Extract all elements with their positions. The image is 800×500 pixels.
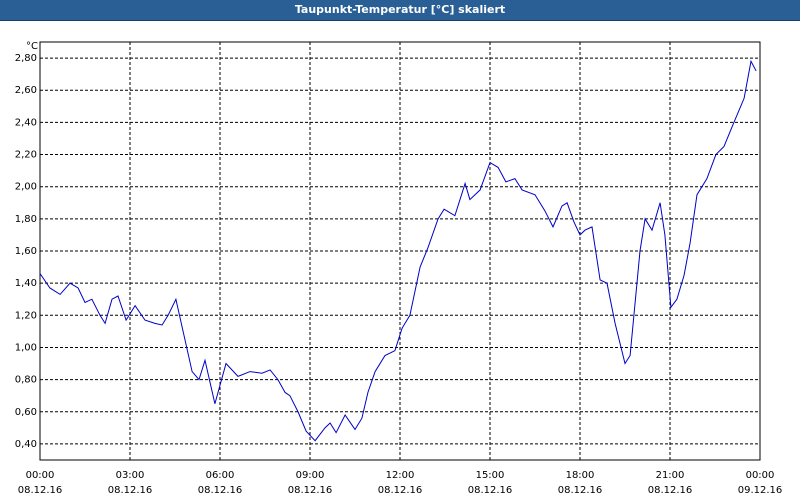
x-tick-date: 08.12.16 (108, 485, 153, 496)
chart: °C 0,40 0,60 0,80 1,00 1,20 1,40 1,60 1,80 2,00 2… (15, 41, 783, 496)
y-tick-label: 1,00 (15, 342, 37, 353)
x-tick-label: 00:00 (746, 470, 775, 481)
x-tick-label: 21:00 (656, 470, 685, 481)
y-tick-label: 0,80 (15, 375, 37, 386)
x-tick-date: 08.12.16 (468, 485, 513, 496)
x-tick-label: 12:00 (386, 470, 415, 481)
x-tick-date: 08.12.16 (288, 485, 333, 496)
y-tick-label: 2,40 (15, 117, 37, 128)
y-tick-label: 2,00 (15, 182, 37, 193)
x-tick-label: 15:00 (476, 470, 505, 481)
x-tick-date: 08.12.16 (378, 485, 423, 496)
x-tick-label: 09:00 (296, 470, 325, 481)
x-tick-date: 08.12.16 (18, 485, 63, 496)
x-tick-label: 03:00 (116, 470, 145, 481)
x-tick-date: 08.12.16 (198, 485, 243, 496)
y-tick-label: 2,60 (15, 85, 37, 96)
y-tick-label: 2,20 (15, 150, 37, 161)
x-tick-label: 18:00 (566, 470, 595, 481)
y-tick-label: 1,80 (15, 214, 37, 225)
y-tick-label: 2,80 (15, 53, 37, 64)
x-tick-date: 08.12.16 (558, 485, 603, 496)
title-bar: Taupunkt-Temperatur [°C] skaliert (0, 0, 800, 21)
x-tick-label: 06:00 (206, 470, 235, 481)
data-line (39, 59, 757, 442)
y-tick-label: 1,40 (15, 278, 37, 289)
y-unit: °C (26, 41, 38, 52)
y-tick-label: 0,40 (15, 439, 37, 450)
x-tick-date: 09.12.16 (738, 485, 783, 496)
y-tick-label: 0,60 (15, 407, 37, 418)
x-tick-date: 08.12.16 (648, 485, 693, 496)
y-tick-label: 1,60 (15, 246, 37, 257)
y-tick-label: 1,20 (15, 310, 37, 321)
x-tick-label: 00:00 (26, 470, 55, 481)
